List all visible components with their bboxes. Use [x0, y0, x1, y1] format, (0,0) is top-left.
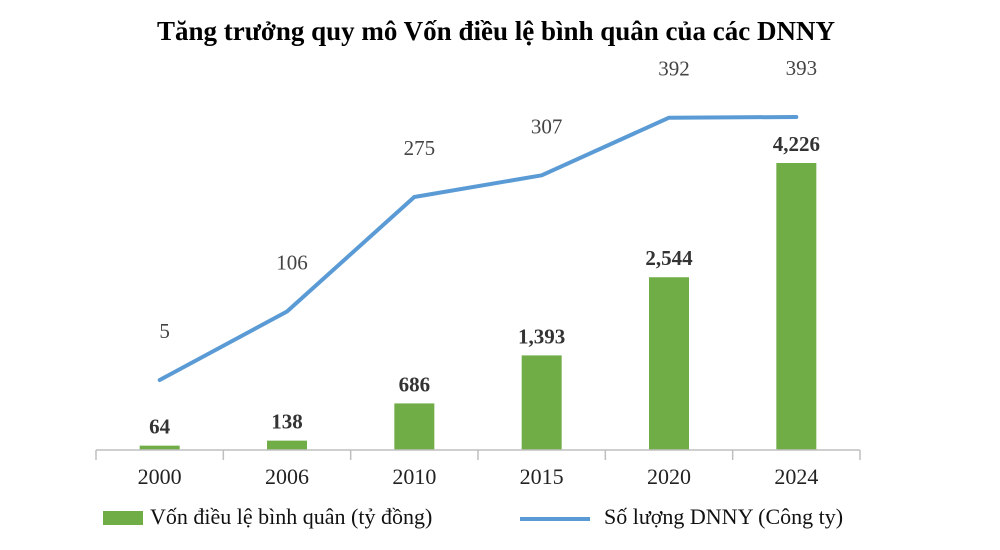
bar-label-2020: 2,544	[645, 246, 693, 270]
bar-2010	[394, 403, 435, 450]
legend-line-label: Số lượng DNNY (Công ty)	[604, 504, 843, 529]
legend-bar-label: Vốn điều lệ bình quân (tỷ đồng)	[150, 504, 432, 529]
x-tick-label-2024: 2024	[774, 464, 818, 489]
bar-label-2024: 4,226	[773, 132, 820, 156]
bar-2024	[776, 163, 817, 450]
data-labels: 64 138 686 1,393 2,544 4,226 5 106 275 307 392 393	[149, 56, 820, 439]
legend: Vốn điều lệ bình quân (tỷ đồng) Số lượng…	[103, 504, 843, 529]
bar-2015	[521, 355, 562, 450]
line-label-2020: 392	[658, 57, 690, 81]
x-tick-label-2020: 2020	[647, 464, 691, 489]
x-axis: 2000 2006 2010 2015 2020 2024	[95, 449, 861, 489]
legend-bar-swatch	[103, 511, 143, 525]
bar-label-2015: 1,393	[518, 324, 565, 348]
line-label-2000: 5	[159, 319, 170, 343]
bar-2006	[267, 440, 307, 450]
count-line	[157, 115, 799, 382]
x-tick-label-2000: 2000	[138, 464, 182, 489]
bar-2000	[139, 445, 180, 450]
chart-title: Tăng trưởng quy mô Vốn điều lệ bình quân…	[157, 16, 835, 46]
x-tick-label-2015: 2015	[520, 464, 564, 489]
bar-label-2000: 64	[149, 415, 171, 439]
bar-2020	[649, 277, 689, 450]
line-label-2015: 307	[531, 114, 563, 138]
line-layer	[157, 115, 799, 382]
line-label-2024: 393	[786, 56, 818, 80]
line-label-2010: 275	[404, 136, 436, 160]
x-tick-label-2006: 2006	[265, 464, 309, 489]
bar-label-2006: 138	[271, 410, 303, 434]
bars-layer	[139, 163, 817, 450]
line-label-2006: 106	[276, 251, 308, 275]
bar-label-2010: 686	[399, 372, 431, 396]
x-tick-label-2010: 2010	[392, 464, 436, 489]
